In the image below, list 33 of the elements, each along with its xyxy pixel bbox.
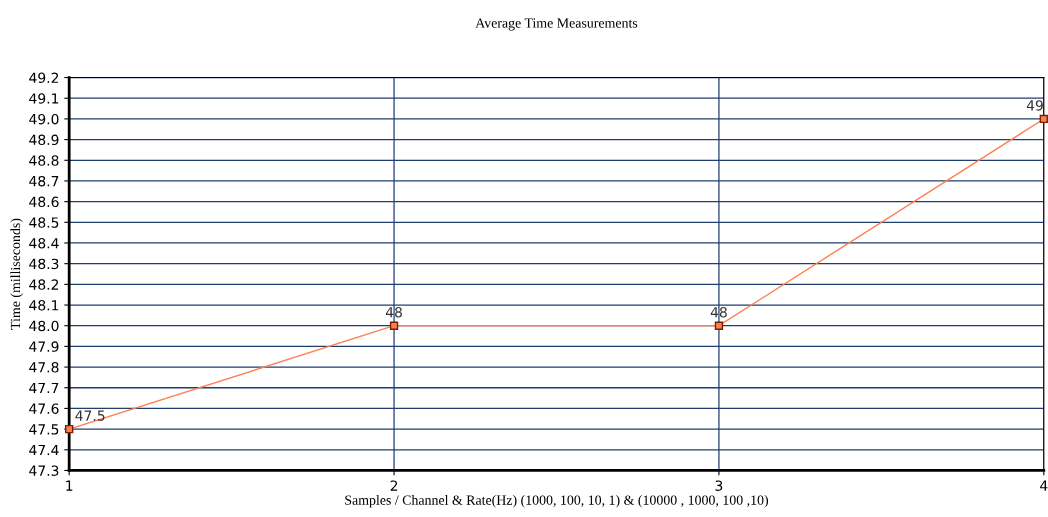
- data-label: 47.5: [75, 410, 105, 421]
- x-tick-label: 1: [66, 480, 73, 491]
- data-label: 49: [1026, 100, 1043, 111]
- y-tick-label: 48.3: [29, 258, 59, 270]
- point: [389, 321, 399, 330]
- x-axis-title: Samples / Channel & Rate(Hz) (1000, 100, 10, 1) & (10000 , 1000, 100 ,10): [345, 495, 769, 508]
- y-tick-label: 47.3: [29, 465, 59, 476]
- y-tick-label: 48.5: [29, 217, 59, 228]
- point: [1039, 114, 1048, 124]
- y-tick-label: 47.5: [29, 424, 59, 435]
- y-tick-label: 47.9: [29, 341, 59, 352]
- y-tick-label: 47.4: [29, 444, 59, 456]
- y-tick-label: 48.0: [29, 320, 59, 332]
- y-tick-label: 49.0: [29, 113, 59, 125]
- y-tick-label: 48.8: [29, 155, 59, 166]
- y-axis-title: Time (milliseconds): [10, 218, 23, 330]
- y-tick-label: 47.8: [29, 362, 59, 373]
- y-tick-label: 48.6: [29, 196, 59, 208]
- y-tick-label: 47.7: [29, 382, 59, 394]
- x-tick-label: 2: [390, 480, 398, 491]
- y-tick-label: 48.1: [29, 300, 59, 311]
- y-tick-label: 48.7: [29, 175, 59, 187]
- y-tick-label: 48.2: [29, 279, 59, 290]
- x-tick-label: 3: [715, 480, 723, 491]
- point: [65, 424, 74, 434]
- y-tick-label: 47.6: [29, 403, 59, 414]
- point: [714, 321, 724, 330]
- y-tick-label: 49.1: [29, 93, 59, 104]
- y-tick-label: 49.2: [29, 72, 59, 84]
- chart-title: Average Time Measurements: [475, 18, 638, 31]
- y-tick-label: 48.4: [29, 237, 59, 249]
- x-tick-label: 4: [1040, 480, 1048, 491]
- y-tick-label: 48.9: [29, 134, 59, 146]
